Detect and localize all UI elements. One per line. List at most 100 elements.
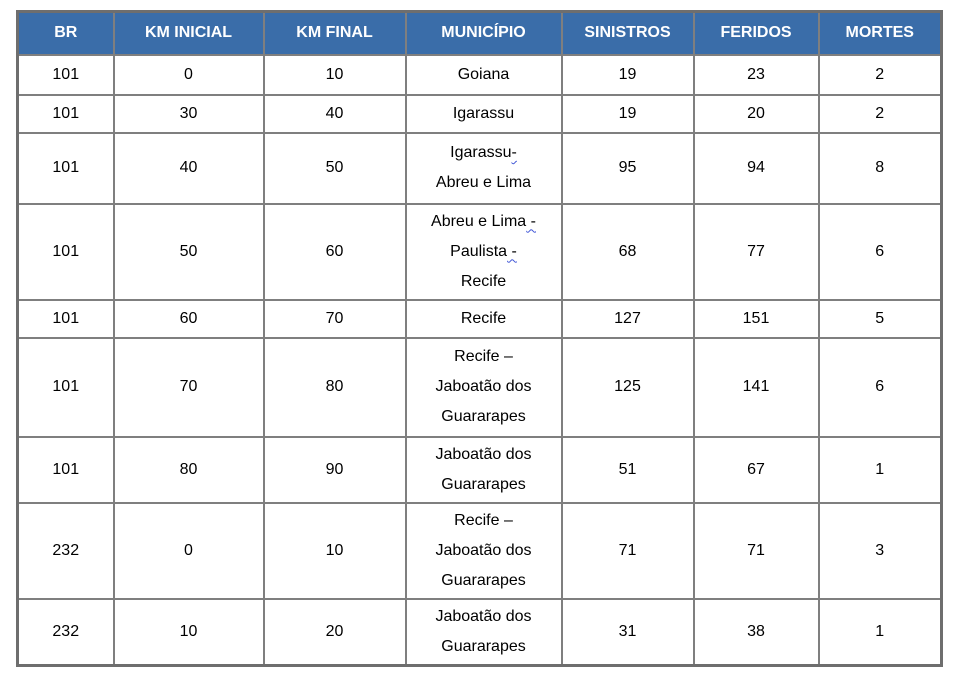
accidents-table-container: BR KM INICIAL KM FINAL MUNICÍPIO SINISTROS FE… [16, 10, 943, 667]
cell-br: 101 [16, 298, 115, 339]
cell-km_inicial: 0 [112, 501, 265, 600]
municipio-line: Recife [411, 267, 557, 297]
municipio-line: Guararapes [411, 470, 557, 500]
municipio-segment: Jaboatão dos [435, 541, 532, 559]
municipio-segment-squiggled: - [507, 242, 517, 260]
cell-sinistros: 95 [560, 131, 695, 205]
cell-sinistros: 31 [560, 597, 695, 666]
table-row: 101 70 80 Recife – Jaboatão dos Guararapes 125… [16, 336, 943, 438]
cell-sinistros: 125 [560, 336, 695, 438]
municipio-line: Igarassu- [411, 138, 557, 168]
municipio-segment: Guararapes [441, 637, 526, 655]
cell-km_final: 10 [262, 53, 407, 96]
cell-municipio: Jaboatão dos Guararapes [404, 597, 563, 666]
cell-feridos: 94 [692, 131, 820, 205]
municipio-line: Jaboatão dos [411, 372, 557, 402]
cell-br: 101 [16, 435, 115, 504]
cell-feridos: 151 [692, 298, 820, 339]
cell-km_final: 40 [262, 93, 407, 134]
cell-municipio: Jaboatão dos Guararapes [404, 435, 563, 504]
table-body: 101 0 10 Goiana 19 23 2 101 30 40 Igarassu 19 20 2 101… [16, 53, 943, 666]
municipio-segment: Abreu e Lima [435, 174, 532, 191]
municipio-segment: Goiana [457, 65, 510, 83]
municipio-line: Paulista - [411, 237, 557, 267]
municipio-segment: Jaboatão dos [435, 445, 532, 463]
municipio-line: Recife – [411, 342, 557, 372]
municipio-line: Abreu e Lima [411, 168, 557, 198]
municipio-line: Abreu e Lima - [411, 207, 557, 237]
cell-br: 101 [16, 202, 115, 301]
municipio-segment: Recife – [454, 348, 513, 365]
column-header-sinistros: SINISTROS [560, 10, 695, 56]
municipio-line: Jaboatão dos [411, 602, 557, 632]
cell-km_inicial: 0 [112, 53, 265, 96]
municipio-segment: Abreu e Lima [431, 212, 527, 230]
municipio-segment: Igarassu [450, 144, 512, 161]
cell-feridos: 67 [692, 435, 820, 504]
cell-mortes: 6 [817, 336, 943, 438]
municipio-segment: Igarassu [452, 104, 515, 122]
cell-feridos: 23 [692, 53, 820, 96]
municipio-line: Recife – [411, 506, 557, 536]
municipio-line: Goiana [411, 60, 557, 90]
cell-br: 101 [16, 93, 115, 134]
table-row: 101 0 10 Goiana 19 23 2 [16, 53, 943, 96]
cell-municipio: Igarassu [404, 93, 563, 134]
municipio-segment: Guararapes [441, 408, 526, 425]
municipio-line: Guararapes [411, 632, 557, 662]
accidents-table: BR KM INICIAL KM FINAL MUNICÍPIO SINISTROS FE… [16, 10, 943, 667]
cell-mortes: 3 [817, 501, 943, 600]
cell-municipio: Recife – Jaboatão dos Guararapes [404, 501, 563, 600]
municipio-line: Jaboatão dos [411, 440, 557, 470]
cell-municipio: Goiana [404, 53, 563, 96]
cell-municipio: Igarassu- Abreu e Lima [404, 131, 563, 205]
municipio-line: Jaboatão dos [411, 536, 557, 566]
municipio-line: Recife [411, 304, 557, 334]
cell-km_final: 10 [262, 501, 407, 600]
cell-km_final: 90 [262, 435, 407, 504]
table-row: 232 10 20 Jaboatão dos Guararapes 31 38 1 [16, 597, 943, 666]
cell-sinistros: 68 [560, 202, 695, 301]
cell-br: 101 [16, 131, 115, 205]
cell-sinistros: 19 [560, 93, 695, 134]
cell-br: 232 [16, 597, 115, 666]
table-row: 101 30 40 Igarassu 19 20 2 [16, 93, 943, 134]
cell-mortes: 5 [817, 298, 943, 339]
cell-km_final: 80 [262, 336, 407, 438]
table-row: 101 80 90 Jaboatão dos Guararapes 51 67 1 [16, 435, 943, 504]
cell-br: 101 [16, 336, 115, 438]
table-row: 101 60 70 Recife 127 151 5 [16, 298, 943, 339]
cell-municipio: Recife [404, 298, 563, 339]
cell-km_inicial: 50 [112, 202, 265, 301]
cell-sinistros: 51 [560, 435, 695, 504]
cell-br: 101 [16, 53, 115, 96]
table-row: 232 0 10 Recife – Jaboatão dos Guararapes 71 71… [16, 501, 943, 600]
cell-feridos: 141 [692, 336, 820, 438]
municipio-line: Igarassu [411, 99, 557, 129]
cell-km_inicial: 60 [112, 298, 265, 339]
cell-mortes: 1 [817, 435, 943, 504]
cell-municipio: Abreu e Lima - Paulista - Recife [404, 202, 563, 301]
cell-km_inicial: 70 [112, 336, 265, 438]
cell-mortes: 2 [817, 53, 943, 96]
cell-km_final: 50 [262, 131, 407, 205]
cell-feridos: 71 [692, 501, 820, 600]
cell-sinistros: 71 [560, 501, 695, 600]
municipio-segment: Jaboatão dos [435, 607, 532, 625]
table-row: 101 50 60 Abreu e Lima - Paulista - Recife 68 7… [16, 202, 943, 301]
column-header-km_inicial: KM INICIAL [112, 10, 265, 56]
column-header-mortes: MORTES [817, 10, 943, 56]
cell-sinistros: 127 [560, 298, 695, 339]
municipio-segment: Recife [460, 309, 507, 327]
municipio-segment: Recife [460, 272, 507, 290]
cell-km_inicial: 30 [112, 93, 265, 134]
cell-mortes: 6 [817, 202, 943, 301]
cell-mortes: 1 [817, 597, 943, 666]
cell-feridos: 38 [692, 597, 820, 666]
municipio-segment: Guararapes [441, 475, 526, 493]
cell-km_inicial: 10 [112, 597, 265, 666]
cell-sinistros: 19 [560, 53, 695, 96]
cell-km_inicial: 80 [112, 435, 265, 504]
cell-municipio: Recife – Jaboatão dos Guararapes [404, 336, 563, 438]
table-row: 101 40 50 Igarassu- Abreu e Lima 95 94 8 [16, 131, 943, 205]
